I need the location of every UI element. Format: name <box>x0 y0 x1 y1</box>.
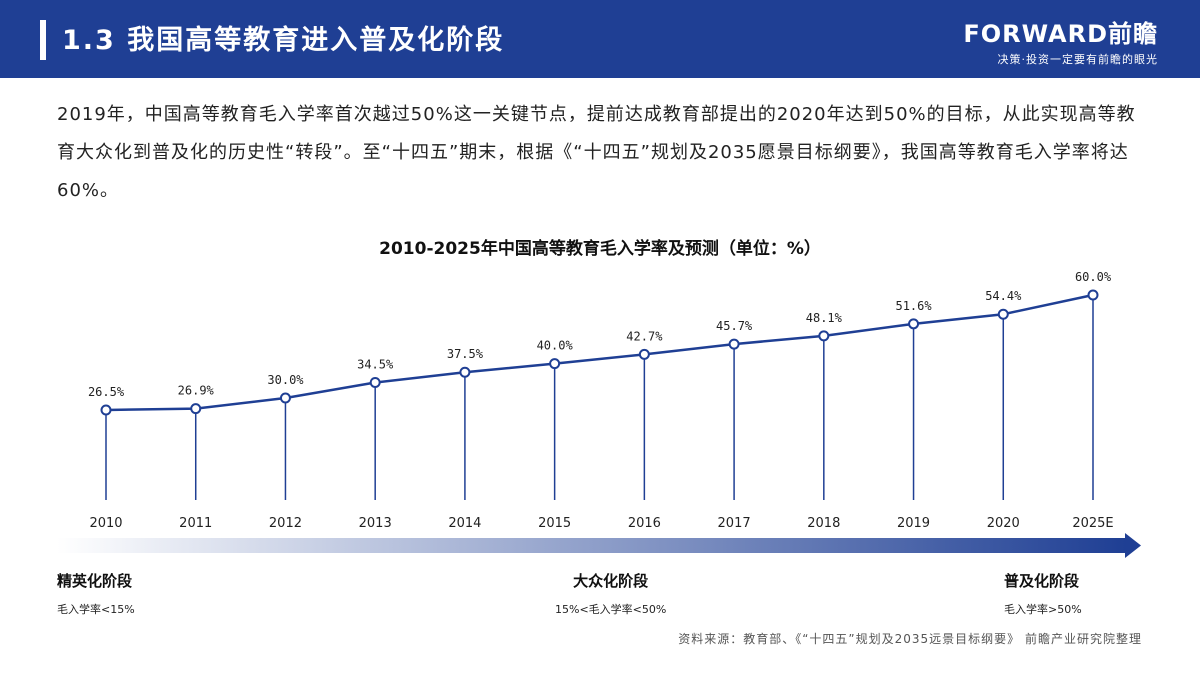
page-title: 1.3 我国高等教育进入普及化阶段 <box>62 25 505 56</box>
brand-logo: FORWARD前瞻 决策·投资一定要有前瞻的眼光 <box>963 14 1158 67</box>
data-label-2016: 42.7% <box>626 329 663 343</box>
stage-arrow-body <box>57 538 1125 553</box>
stage-mass: 大众化阶段 15%<毛入学率<50% <box>555 570 666 617</box>
data-label-2025E: 60.0% <box>1075 270 1112 284</box>
x-tick-label-2019: 2019 <box>897 516 930 531</box>
intro-paragraph: 2019年，中国高等教育毛入学率首次越过50%这一关键节点，提前达成教育部提出的… <box>57 104 1136 201</box>
data-point-2017 <box>728 338 740 350</box>
data-label-2015: 40.0% <box>537 339 574 353</box>
x-tick-label-2011: 2011 <box>179 516 212 531</box>
data-label-2011: 26.9% <box>178 384 215 398</box>
series-line <box>105 293 1094 412</box>
title-accent-bar <box>40 20 46 60</box>
x-tick-label-2017: 2017 <box>718 516 751 531</box>
stage-mass-rate: 15%<毛入学率<50% <box>555 603 667 616</box>
x-tick-label-2018: 2018 <box>807 516 840 531</box>
stage-arrow-head <box>1125 533 1141 558</box>
data-label-2012: 30.0% <box>267 373 304 387</box>
data-label-2018: 48.1% <box>806 311 843 325</box>
stage-universal-name: 普及化阶段 <box>1004 572 1080 590</box>
brand-slogan: 决策·投资一定要有前瞻的眼光 <box>997 53 1158 66</box>
data-point-2015 <box>549 358 561 370</box>
x-tick-label-2012: 2012 <box>269 516 302 531</box>
x-tick-label-2014: 2014 <box>448 516 481 531</box>
data-point-2014 <box>459 366 471 378</box>
source-note: 资料来源：教育部、《“十四五”规划及2035远景目标纲要》 前瞻产业研究院整理 <box>678 632 1142 646</box>
brand-name: FORWARD前瞻 <box>963 20 1158 48</box>
data-point-2013 <box>369 377 381 389</box>
data-label-2013: 34.5% <box>357 358 394 372</box>
data-point-2018 <box>818 330 830 342</box>
stage-elite-rate: 毛入学率<15% <box>57 603 135 616</box>
data-point-2025E <box>1087 289 1099 301</box>
data-label-2017: 45.7% <box>716 319 753 333</box>
x-tick-label-2020: 2020 <box>987 516 1020 531</box>
data-point-2010 <box>100 404 112 416</box>
data-point-2011 <box>190 403 202 415</box>
stage-universal-rate: 毛入学率>50% <box>1004 603 1082 616</box>
stage-mass-name: 大众化阶段 <box>573 572 649 590</box>
stage-universal: 普及化阶段 毛入学率>50% <box>1004 570 1082 617</box>
data-point-2012 <box>279 392 291 404</box>
data-label-2014: 37.5% <box>447 347 484 361</box>
chart-title: 2010-2025年中国高等教育毛入学率及预测（单位：%） <box>379 239 821 259</box>
x-tick-label-2010: 2010 <box>89 516 122 531</box>
data-point-2020 <box>997 308 1009 320</box>
x-tick-label-2016: 2016 <box>628 516 661 531</box>
header-bar: 1.3 我国高等教育进入普及化阶段 FORWARD前瞻 决策·投资一定要有前瞻的… <box>0 0 1200 78</box>
x-tick-label-2015: 2015 <box>538 516 571 531</box>
stage-arrow <box>57 533 1141 558</box>
data-label-2019: 51.6% <box>895 299 932 313</box>
data-label-2020: 54.4% <box>985 289 1022 303</box>
stage-elite: 精英化阶段 毛入学率<15% <box>57 570 135 617</box>
data-point-2016 <box>638 348 650 360</box>
x-tick-label-2025E: 2025E <box>1072 516 1113 531</box>
data-label-2010: 26.5% <box>88 385 125 399</box>
stage-elite-name: 精英化阶段 <box>57 572 133 590</box>
x-tick-label-2013: 2013 <box>359 516 392 531</box>
data-point-2019 <box>908 318 920 330</box>
